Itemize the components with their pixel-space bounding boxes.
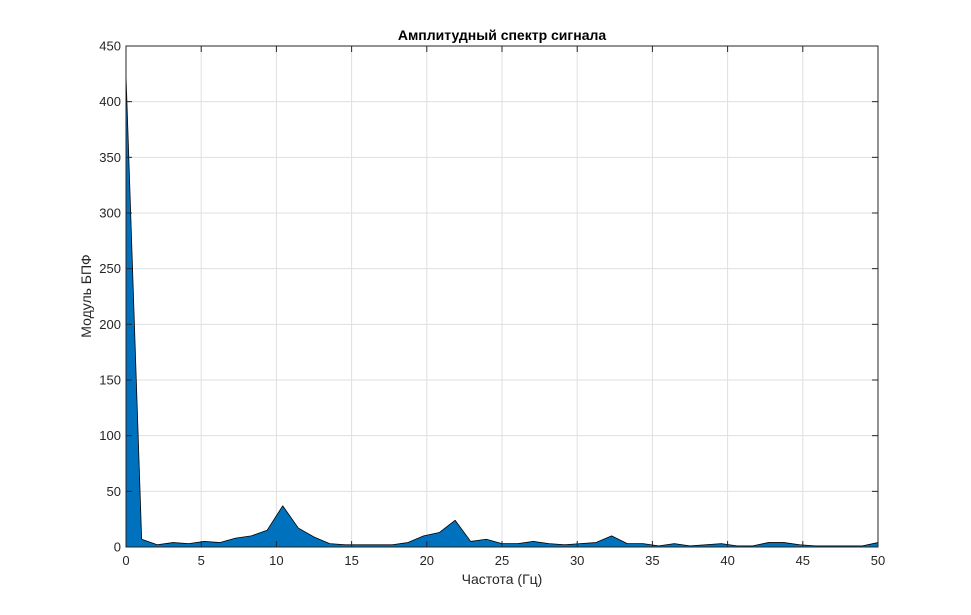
y-tick-label: 100: [99, 428, 121, 443]
y-tick-label: 300: [99, 206, 121, 221]
x-tick-label: 40: [720, 553, 734, 568]
x-tick-label: 0: [122, 553, 129, 568]
x-tick-label: 10: [269, 553, 283, 568]
y-tick-label: 250: [99, 261, 121, 276]
spectrum-area-layer: [125, 74, 879, 548]
y-tick-label: 150: [99, 373, 121, 388]
x-axis-label: Частота (Гц): [462, 571, 543, 587]
y-tick-label: 450: [99, 39, 121, 54]
x-tick-label: 35: [645, 553, 659, 568]
x-tick-label: 20: [420, 553, 434, 568]
x-tick-label: 50: [871, 553, 885, 568]
x-tick-label: 15: [344, 553, 358, 568]
x-tick-label: 45: [796, 553, 810, 568]
y-tick-label: 350: [99, 150, 121, 165]
y-axis-ticks: 0 50 100 150 200 250 300 350 400 450: [99, 39, 878, 555]
y-axis-label: Модуль БПФ: [78, 254, 94, 337]
spectrum-area: [125, 74, 879, 548]
y-tick-label: 50: [107, 484, 121, 499]
grid: [126, 46, 878, 547]
x-axis-ticks: 0 5 10 15 20 25 30 35 40 45 50: [122, 46, 885, 568]
x-tick-label: 25: [495, 553, 509, 568]
y-tick-label: 0: [114, 540, 121, 555]
chart-title: Амплитудный спектр сигнала: [398, 27, 607, 43]
x-tick-label: 30: [570, 553, 584, 568]
x-tick-label: 5: [198, 553, 205, 568]
y-tick-label: 400: [99, 94, 121, 109]
y-tick-label: 200: [99, 317, 121, 332]
